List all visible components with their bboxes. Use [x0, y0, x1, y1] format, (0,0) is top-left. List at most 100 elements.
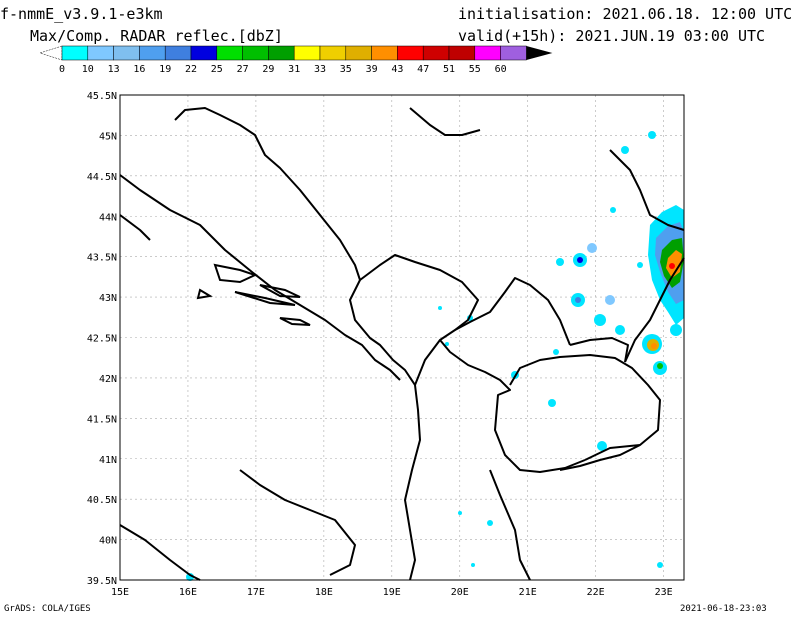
footer-credit: GrADS: COLA/IGES: [4, 604, 91, 614]
colorbar-right-arrow: [526, 46, 553, 60]
lat-label: 41N: [99, 455, 117, 466]
lat-label: 41.5N: [87, 414, 117, 425]
lon-label: 17E: [247, 587, 265, 598]
lat-label: 40N: [99, 536, 117, 547]
colorbar-label-6: 25: [211, 64, 223, 75]
lat-label: 42N: [99, 374, 117, 385]
lat-label: 39.5N: [87, 576, 117, 587]
colorbar-label-0: 0: [59, 64, 65, 75]
map-frame: [119, 94, 685, 581]
colorbar-label-2: 13: [108, 64, 120, 75]
radar-echo-kosovo-1: [553, 349, 559, 355]
albania-border: [439, 339, 586, 473]
radar-echo-bg-3-core: [657, 363, 663, 369]
radar-echo-serbia-8: [621, 146, 629, 154]
colorbar-left-arrow: [39, 45, 63, 61]
bosnia-border: [359, 254, 479, 331]
radar-echo-gr-1: [487, 520, 493, 526]
pelagonia-border: [489, 469, 531, 581]
colorbar-label-13: 43: [391, 64, 403, 75]
lon-label: 21E: [519, 587, 537, 598]
lat-labels: 45.5N 45N 44.5N 44N 43.5N 43N 42.5N 42N 41.5N 41N…: [87, 91, 117, 587]
gargano-coast: [119, 214, 151, 241]
radar-echo-serbia-3-core: [575, 297, 581, 303]
colorbar-label-14: 47: [417, 64, 429, 75]
radar-echo-mk-2: [597, 441, 607, 451]
island-shapes: [196, 263, 311, 326]
colorbar-label-5: 22: [185, 64, 197, 75]
radar-echoes: [186, 131, 684, 581]
colorbar-label-8: 29: [262, 64, 274, 75]
adriatic-balkan-coast: [174, 107, 421, 581]
italy-heel-coast: [119, 524, 201, 581]
romania-border: [609, 149, 685, 231]
kosovo-border: [569, 337, 629, 363]
serbia-bulgaria-border: [624, 257, 685, 363]
lon-label: 23E: [655, 587, 673, 598]
montenegro-border: [414, 277, 571, 386]
radar-echo-al-1: [438, 306, 442, 310]
lat-label: 44N: [99, 212, 117, 223]
model-title: f-nmmE_v3.9.1-e3km: [0, 5, 163, 23]
product-title: Max/Comp. RADAR reflec.[dbZ]: [30, 27, 283, 45]
colorbar: 0 10 13 16 19 22 25 27 29 31 33 35 39 43 47 51 55 60: [39, 45, 553, 75]
colorbar-label-11: 35: [340, 64, 352, 75]
radar-echo-serbia-7: [556, 258, 564, 266]
lat-label: 44.5N: [87, 172, 117, 183]
lon-label: 22E: [587, 587, 605, 598]
radar-echo-bg-2: [670, 324, 682, 336]
island-3: [279, 317, 311, 326]
radar-echo-serbia-5: [605, 295, 615, 305]
island-5: [259, 284, 301, 298]
island-1: [213, 263, 258, 284]
colorbar-label-16: 55: [469, 64, 481, 75]
radar-echo-serbia-9: [648, 131, 656, 139]
colorbar-label-3: 16: [133, 64, 145, 75]
italy-calabria-coast: [239, 469, 356, 576]
footer-timestamp: 2021-06-18-23:03: [680, 604, 767, 614]
island-4: [196, 288, 213, 300]
greece-coast: [559, 444, 641, 471]
lat-label: 43.5N: [87, 253, 117, 264]
coastlines-and-borders: [119, 107, 685, 581]
colorbar-label-4: 19: [159, 64, 171, 75]
colorbar-label-12: 39: [366, 64, 378, 75]
radar-echo-serbia-4: [594, 314, 606, 326]
lat-label: 42.5N: [87, 334, 117, 345]
lat-label: 40.5N: [87, 495, 117, 506]
radar-echo-gr-4: [657, 562, 663, 568]
lat-label: 45.5N: [87, 91, 117, 102]
radar-echo-al-2: [445, 342, 449, 346]
island-2: [234, 291, 296, 306]
lon-label: 15E: [111, 587, 129, 598]
map-gridlines: [120, 95, 684, 580]
radar-echo-serbia-6: [615, 325, 625, 335]
adriatic-italian-coast: [119, 174, 401, 381]
lon-labels: 15E 16E 17E 18E 19E 20E 21E 22E 23E: [111, 587, 673, 598]
lat-label: 43N: [99, 293, 117, 304]
radar-echo-mk-1: [548, 399, 556, 407]
initialisation-label: initialisation: 2021.06.18. 12:00 UTC: [458, 5, 793, 23]
colorbar-label-10: 33: [314, 64, 326, 75]
colorbar-label-9: 31: [288, 64, 300, 75]
lon-label: 20E: [451, 587, 469, 598]
colorbar-label-15: 51: [443, 64, 455, 75]
radar-echo-serbia-11: [637, 262, 643, 268]
colorbar-label-17: 60: [495, 64, 507, 75]
croatia-border: [409, 107, 481, 136]
lon-label: 19E: [383, 587, 401, 598]
radar-echo-bg-1-max: [651, 343, 657, 349]
lat-label: 45N: [99, 131, 117, 142]
radar-echo-gr-2: [458, 511, 462, 515]
colorbar-label-7: 27: [237, 64, 249, 75]
valid-time-label: valid(+15h): 2021.JUN.19 03:00 UTC: [458, 27, 766, 45]
radar-echo-gr-3: [471, 563, 475, 567]
radar-echo-serbia-10: [610, 207, 616, 213]
radar-echo-serbia-1-core: [577, 257, 583, 263]
lon-label: 16E: [179, 587, 197, 598]
radar-echo-east-max: [669, 263, 675, 269]
lon-label: 18E: [315, 587, 333, 598]
macedonia-border: [509, 354, 661, 461]
colorbar-label-1: 10: [82, 64, 94, 75]
